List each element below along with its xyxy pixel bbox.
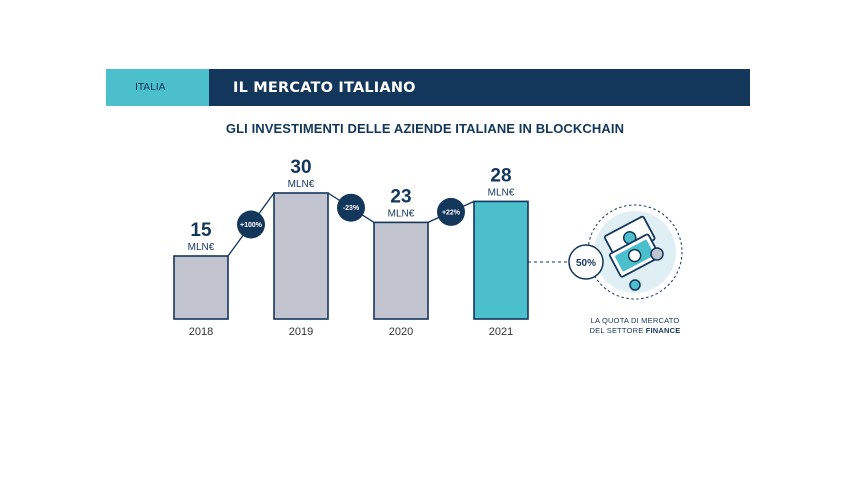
finance-caption: LA QUOTA DI MERCATO DEL SETTORE FINANCE	[572, 316, 698, 336]
category-label: 2021	[489, 326, 513, 338]
change-badge-label: +22%	[442, 209, 461, 216]
unit-label: MLN€	[488, 187, 515, 198]
chart-title: GLI INVESTIMENTI DELLE AZIENDE ITALIANE …	[225, 121, 625, 136]
unit-label: MLN€	[288, 179, 315, 190]
value-label: 30	[290, 157, 311, 178]
section-tag: ITALIA	[106, 69, 209, 106]
change-badge	[237, 210, 265, 239]
banknote-front-dot	[627, 248, 642, 263]
unit-label: MLN€	[188, 242, 215, 253]
change-badge	[437, 197, 465, 226]
caption-bold: FINANCE	[645, 326, 681, 335]
caption-line1: LA QUOTA DI MERCATO	[590, 316, 680, 325]
bar-2021	[473, 200, 529, 320]
banknotes-icon	[604, 215, 664, 291]
coin-bottom	[629, 279, 641, 291]
category-label: 2018	[189, 326, 213, 338]
value-label: 15	[190, 220, 212, 241]
bar-2020	[373, 221, 429, 320]
section-header: ITALIA IL MERCATO ITALIANO	[106, 69, 750, 106]
bar-2019	[273, 192, 329, 320]
coin-right	[650, 247, 664, 261]
bar-2018	[173, 255, 229, 320]
change-badge	[337, 193, 365, 222]
percent-badge	[568, 244, 604, 280]
category-label: 2019	[289, 326, 313, 338]
unit-label: MLN€	[388, 208, 415, 219]
change-badge-label: +100%	[240, 222, 263, 229]
banknote-front	[608, 233, 661, 278]
percent-label: 50%	[576, 258, 596, 269]
change-badge-label: -23%	[343, 205, 360, 212]
value-label: 23	[390, 186, 411, 207]
caption-prefix: DEL SETTORE	[589, 326, 646, 335]
value-label: 28	[490, 165, 511, 186]
section-title: IL MERCATO ITALIANO	[209, 69, 750, 106]
category-label: 2020	[389, 326, 413, 338]
